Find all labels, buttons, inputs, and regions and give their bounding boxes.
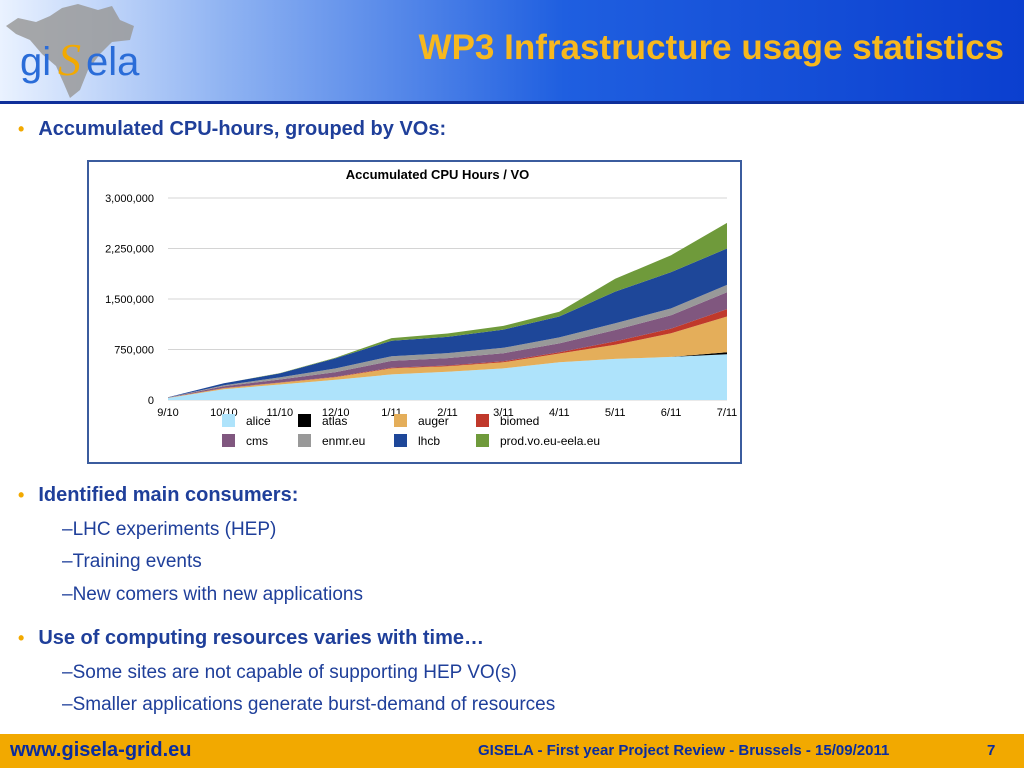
legend-label: auger [418, 414, 449, 428]
footer-text: GISELA - First year Project Review - Bru… [478, 742, 890, 759]
cpu-hours-chart: Accumulated CPU Hours / VO 0 750,000 1,500,… [105, 167, 738, 448]
legend-swatch [298, 434, 311, 447]
bullet-2-text: Identified main consumers: [38, 484, 299, 506]
area-series-lhcb [168, 248, 727, 398]
slide-title: WP3 Infrastructure usage statistics [418, 28, 1004, 67]
x-tick-label: 7/11 [717, 407, 738, 419]
legend-swatch [476, 434, 489, 447]
legend-label: atlas [322, 414, 347, 428]
legend-swatch [394, 414, 407, 427]
area-series-auger [168, 316, 727, 398]
legend-label: biomed [500, 414, 539, 428]
bullet-3-text: Use of computing resources varies with t… [38, 627, 484, 649]
legend-label: cms [246, 434, 268, 448]
bullet-dot-icon: • [18, 485, 25, 505]
legend-label: enmr.eu [322, 434, 365, 448]
slide-footer: www.gisela-grid.eu GISELA - First year P… [0, 734, 1024, 768]
area-series-alice [168, 354, 727, 400]
sub-bullet: –Some sites are not capable of supportin… [62, 662, 517, 683]
bullet-dot-icon: • [18, 628, 25, 648]
y-tick-label: 0 [148, 395, 154, 407]
bullet-1: • Accumulated CPU-hours, grouped by VOs: [18, 118, 446, 141]
x-tick-label: 11/10 [266, 407, 293, 419]
x-tick-label: 6/11 [661, 407, 682, 419]
legend-swatch [476, 414, 489, 427]
slide-header: gi S ela WP3 Infrastructure usage statis… [0, 0, 1024, 104]
bullet-2: • Identified main consumers: [18, 484, 298, 507]
logo-text-left: gi [20, 40, 51, 84]
bullet-dot-icon: • [18, 119, 25, 139]
legend-label: prod.vo.eu-eela.eu [500, 434, 600, 448]
logo-text-s: S [58, 34, 81, 85]
sub-bullet: –Training events [62, 551, 202, 572]
sub-bullet-text: New comers with new applications [72, 584, 363, 605]
bullet-3: • Use of computing resources varies with … [18, 627, 484, 650]
sub-bullet-text: Some sites are not capable of supporting… [72, 662, 517, 683]
x-tick-label: 5/11 [605, 407, 626, 419]
area-series-cms [168, 292, 727, 398]
legend-swatch [394, 434, 407, 447]
legend-label: alice [246, 414, 271, 428]
x-tick-label: 2/11 [437, 407, 458, 419]
x-tick-label: 12/10 [322, 407, 350, 419]
footer-url-link[interactable]: www.gisela-grid.eu [10, 739, 192, 761]
chart-title: Accumulated CPU Hours / VO [346, 167, 529, 182]
sub-bullet-text: LHC experiments (HEP) [72, 519, 277, 540]
y-tick-label: 2,250,000 [105, 244, 154, 256]
sub-bullet: –New comers with new applications [62, 584, 363, 605]
y-tick-label: 3,000,000 [105, 193, 154, 205]
y-tick-label: 750,000 [114, 345, 154, 357]
logo-text-right: ela [86, 40, 140, 84]
latin-america-map-icon [6, 4, 134, 98]
page-number: 7 [987, 742, 996, 759]
gisela-logo: gi S ela [6, 4, 140, 98]
legend-label: lhcb [418, 434, 440, 448]
bullet-1-text: Accumulated CPU-hours, grouped by VOs: [38, 118, 447, 140]
legend-swatch [298, 414, 311, 427]
legend-swatch [222, 414, 235, 427]
area-series-enmr-eu [168, 284, 727, 398]
legend-swatch [222, 434, 235, 447]
sub-bullet-text: Smaller applications generate burst-dema… [72, 694, 556, 715]
x-tick-label: 9/10 [157, 407, 178, 419]
x-tick-label: 3/11 [493, 407, 514, 419]
x-tick-label: 4/11 [549, 407, 570, 419]
chart-frame: Accumulated CPU Hours / VO 0 750,000 1,500,… [87, 160, 742, 464]
sub-bullet: –LHC experiments (HEP) [62, 519, 277, 540]
y-tick-label: 1,500,000 [105, 294, 154, 306]
sub-bullet: –Smaller applications generate burst-dem… [62, 694, 556, 715]
sub-bullet-text: Training events [72, 551, 202, 572]
